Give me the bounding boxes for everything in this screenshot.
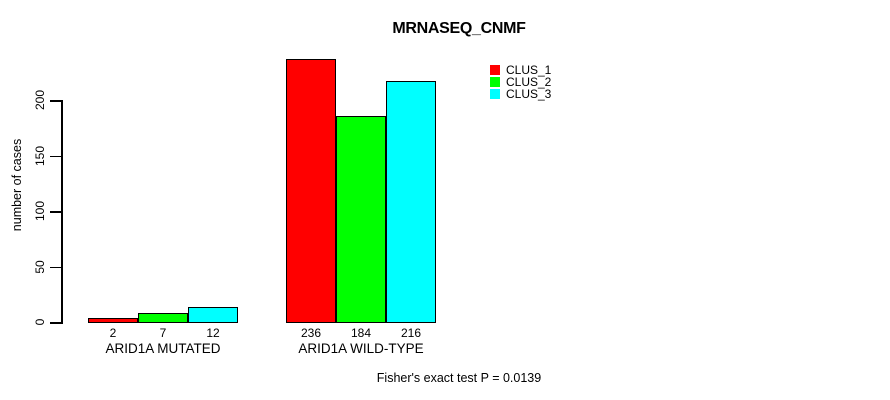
fisher-test-annotation: Fisher's exact test P = 0.0139 (376, 371, 542, 385)
y-tick-label: 100 (33, 200, 47, 222)
legend-label-clus_2: CLUS_2 (506, 75, 552, 89)
legend-label-clus_3: CLUS_3 (506, 87, 552, 101)
y-axis-title: number of cases (10, 138, 24, 232)
bar-clus_1-2 (286, 58, 336, 324)
y-tick-mark (50, 211, 61, 213)
bar-value-label: 184 (350, 326, 372, 340)
y-axis-line (61, 100, 63, 324)
bar-clus_3-1 (188, 307, 238, 324)
bar-value-label: 7 (159, 326, 167, 340)
y-tick-label: 150 (33, 145, 47, 166)
bar-value-label: 2 (109, 326, 117, 340)
legend-swatch-clus_3 (490, 89, 500, 99)
bar-value-label: 236 (300, 326, 322, 340)
legend-label-clus_1: CLUS_1 (506, 63, 552, 77)
y-tick-mark (50, 155, 61, 157)
y-tick-label: 50 (33, 259, 47, 274)
chart-title: MRNASEQ_CNMF (392, 20, 526, 37)
y-tick-mark (50, 100, 61, 102)
group-label: ARID1A WILD-TYPE (298, 341, 424, 356)
y-tick-label: 0 (33, 318, 47, 326)
bar-clus_2-2 (336, 116, 386, 324)
y-tick-mark (50, 322, 61, 324)
bar-value-label: 12 (206, 326, 220, 340)
bar-clus_1-1 (88, 318, 138, 324)
bar-clus_3-2 (386, 80, 436, 324)
legend-swatch-clus_2 (490, 77, 500, 87)
y-tick-mark (50, 266, 61, 268)
legend-swatch-clus_1 (490, 65, 500, 75)
bar-clus_2-1 (138, 312, 188, 324)
group-label: ARID1A MUTATED (105, 341, 221, 356)
y-tick-label: 200 (33, 89, 47, 111)
bar-value-label: 216 (400, 326, 422, 340)
